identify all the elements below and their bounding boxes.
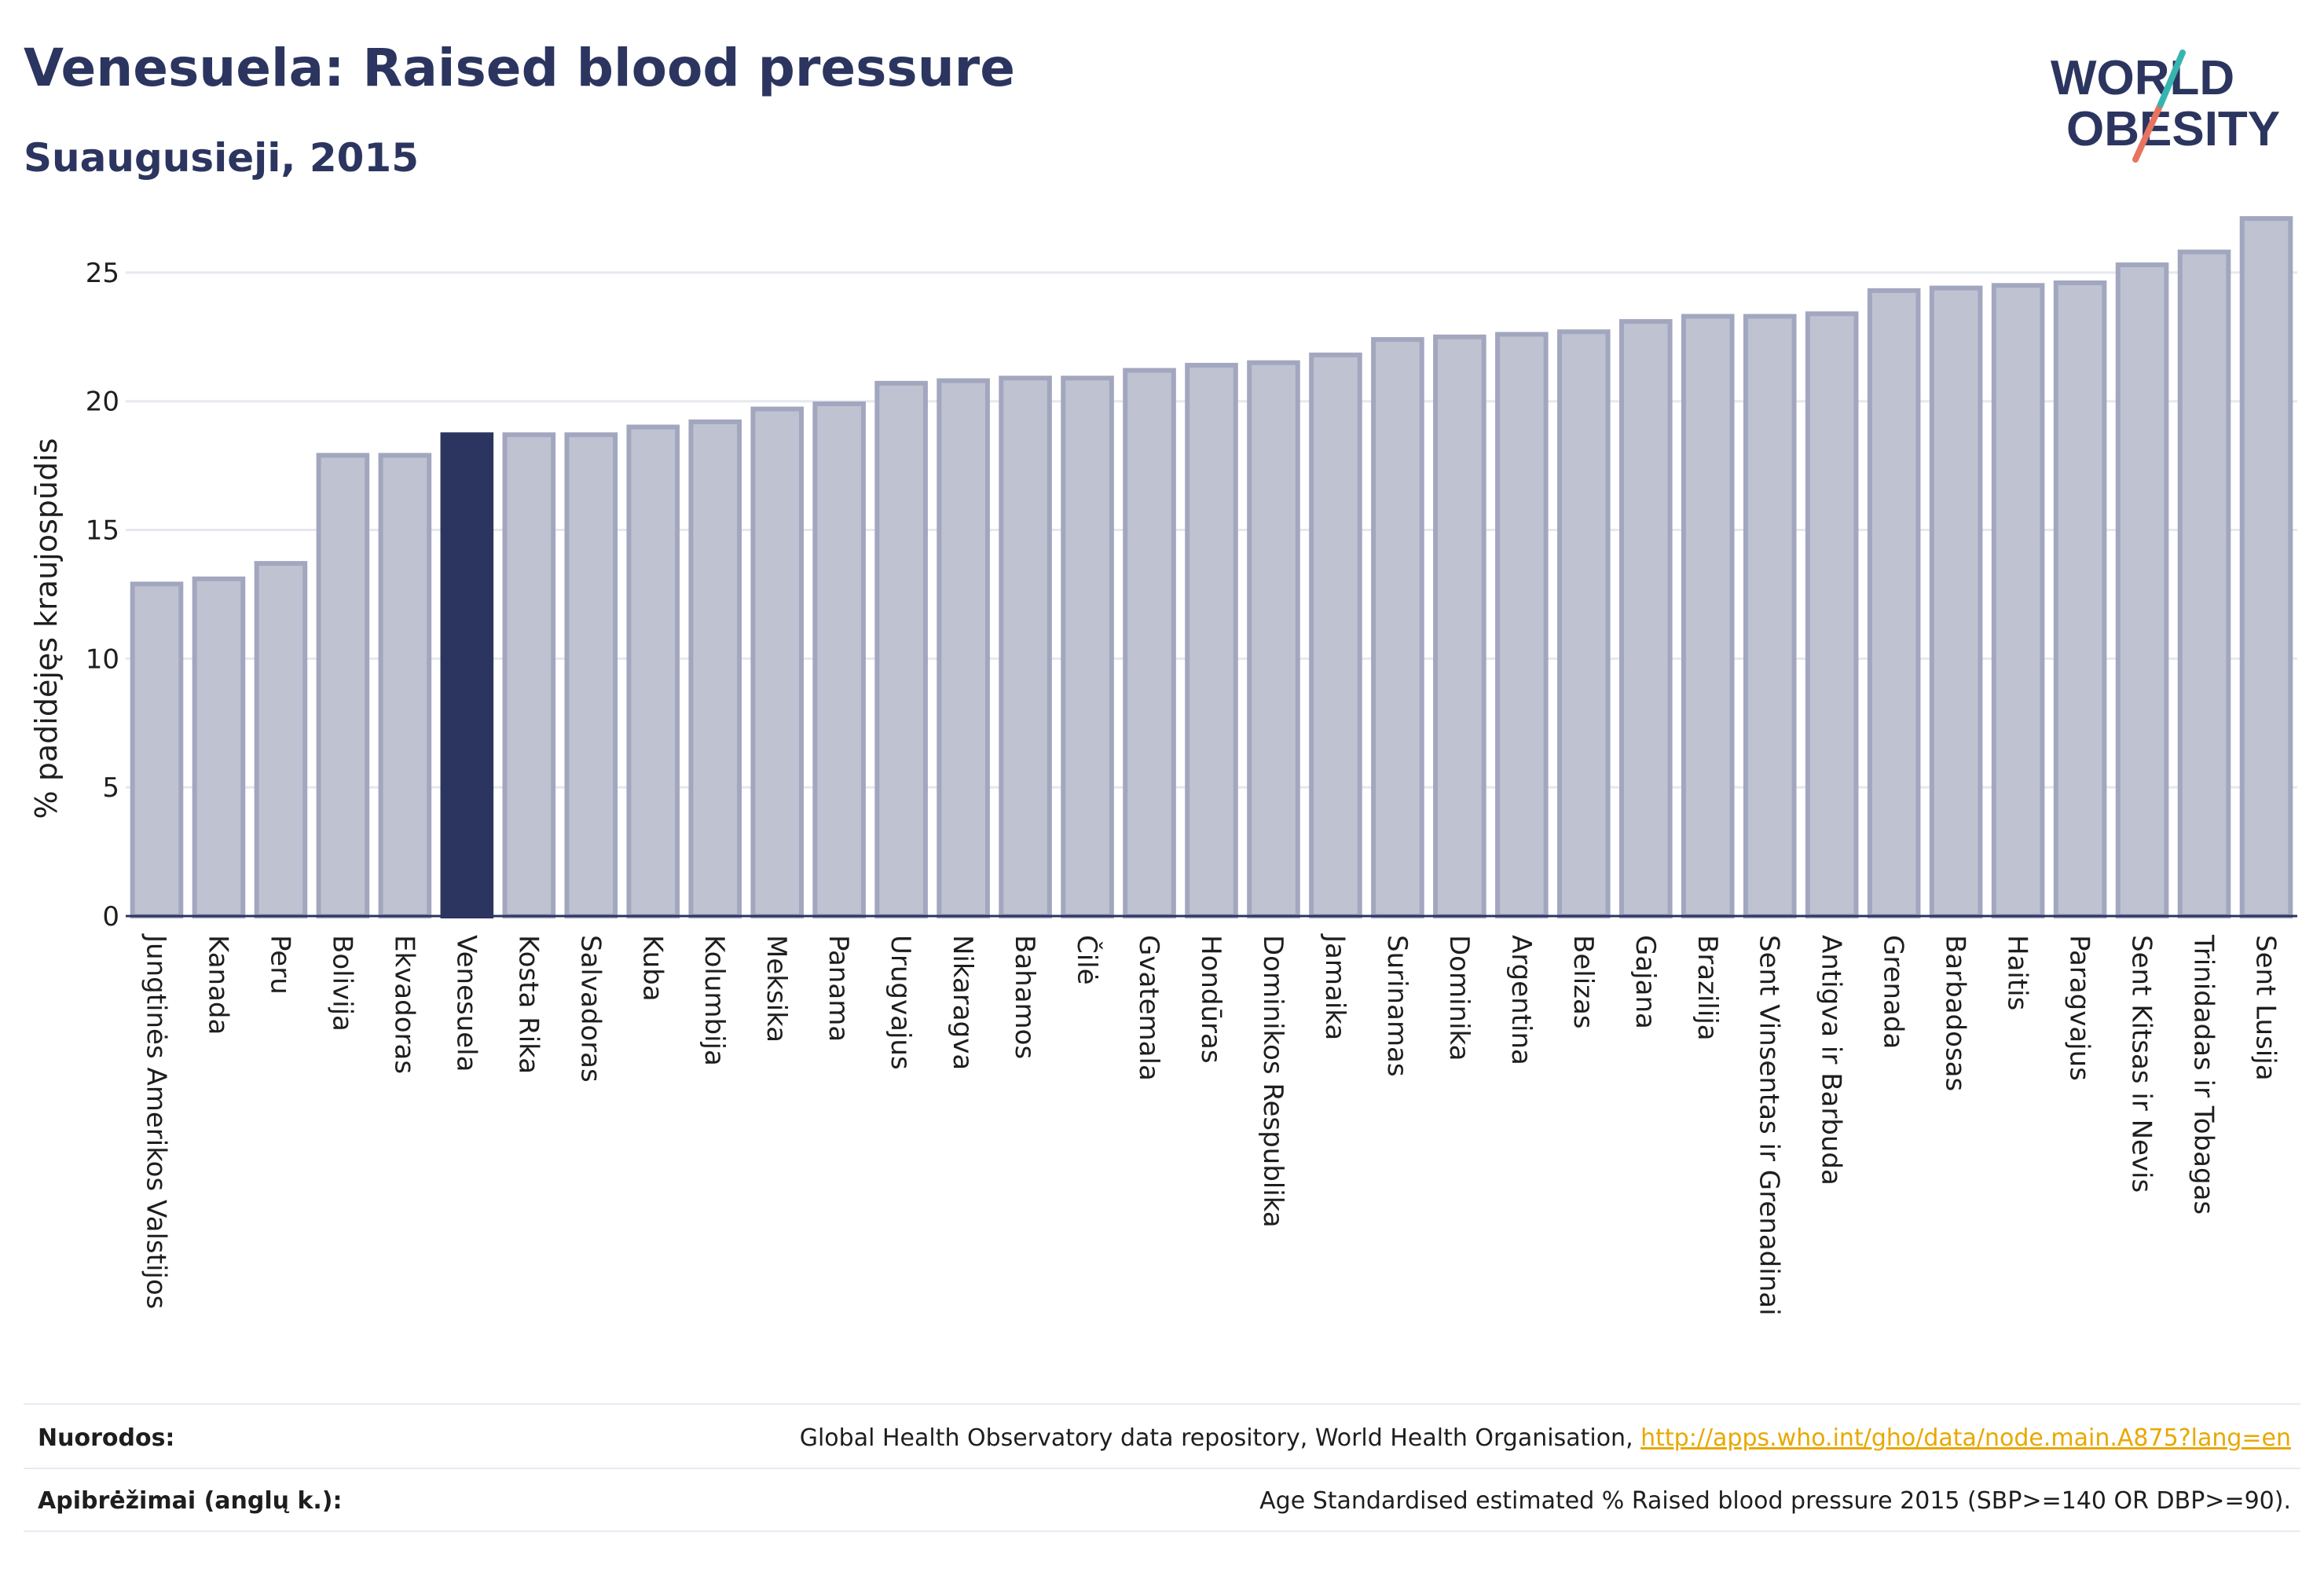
- y-tick-label: 10: [86, 643, 119, 675]
- x-tick-label: Argentina: [1505, 935, 1537, 1065]
- world-obesity-logo: WORLD OBESITY: [2051, 49, 2280, 163]
- bar: [1495, 332, 1549, 918]
- y-tick-label: 0: [102, 901, 119, 933]
- x-tick-label: Nikaragva: [947, 935, 978, 1070]
- bar: [1991, 283, 2045, 919]
- bar: [1743, 313, 1797, 918]
- bar: [130, 581, 184, 919]
- x-tick-label: Čilė: [1071, 935, 1103, 985]
- x-tick-label: Sent Lusija: [2250, 935, 2282, 1081]
- x-tick-label: Sent Vinsentas ir Grenadinai: [1754, 935, 1785, 1316]
- x-tick-label: Dominikos Respublika: [1257, 935, 1288, 1228]
- x-tick-label: Salvadoras: [574, 935, 606, 1083]
- definitions-label: Apibrėžimai (anglų k.):: [38, 1487, 343, 1515]
- bar: [1867, 288, 1921, 918]
- x-tick-label: Kuba: [636, 935, 668, 1002]
- references-label: Nuorodos:: [38, 1424, 175, 1452]
- bar: [937, 378, 990, 918]
- bar: [999, 376, 1052, 918]
- bar: [1619, 319, 1673, 919]
- x-tick-label: Dominika: [1443, 935, 1475, 1061]
- footer-divider-bottom: [24, 1530, 2300, 1532]
- bar: [192, 576, 246, 919]
- bar-highlighted: [440, 432, 494, 918]
- bar: [1681, 313, 1735, 918]
- bar: [1433, 334, 1486, 918]
- x-tick-label: Hondūras: [1195, 935, 1226, 1064]
- bar: [1123, 368, 1176, 919]
- bar: [750, 406, 804, 918]
- x-tick-label: Panama: [823, 935, 854, 1042]
- footer-divider-middle: [24, 1468, 2300, 1469]
- references-value: Global Health Observatory data repositor…: [800, 1424, 2291, 1452]
- bars-layer: [130, 216, 2293, 919]
- bar-chart: 0 5 10 15 20 25 Jungtinės Amerikos Valstijos K…: [29, 216, 2297, 1316]
- bar: [1185, 362, 1238, 919]
- page-subtitle: Suaugusieji, 2015: [24, 135, 419, 181]
- x-tick-label: Kolumbija: [698, 935, 730, 1066]
- bar: [626, 424, 680, 918]
- y-tick-labels: 0 5 10 15 20 25: [86, 258, 119, 933]
- x-tick-label: Jungtinės Amerikos Valstijos: [140, 933, 171, 1309]
- bar: [378, 453, 432, 918]
- x-tick-label: Haitis: [2002, 935, 2033, 1010]
- logo-line1: WORLD: [2051, 51, 2234, 105]
- x-tick-label: Barbadosas: [1940, 935, 1971, 1091]
- x-tick-label: Urugvajus: [885, 935, 916, 1070]
- x-tick-label: Venesuela: [450, 935, 482, 1072]
- x-tick-label: Kanada: [202, 935, 233, 1035]
- bar: [2115, 262, 2169, 918]
- x-tick-label: Belizas: [1567, 935, 1599, 1029]
- x-tick-label: Surinamas: [1381, 935, 1413, 1077]
- bar: [688, 419, 742, 918]
- bar: [1371, 337, 1424, 918]
- x-tick-label: Ekvadoras: [388, 935, 420, 1074]
- bar: [1061, 376, 1114, 918]
- logo-line2: OBESITY: [2066, 102, 2280, 156]
- bar: [2177, 249, 2231, 918]
- x-tick-label: Gvatemala: [1133, 935, 1164, 1081]
- y-tick-label: 15: [86, 515, 119, 547]
- bar: [2053, 280, 2107, 919]
- page-title: Venesuela: Raised blood pressure: [24, 38, 1015, 98]
- x-tick-label: Antigva ir Barbuda: [1816, 935, 1847, 1186]
- x-tick-label: Bahamos: [1009, 935, 1040, 1059]
- definitions-value: Age Standardised estimated % Raised bloo…: [1259, 1487, 2291, 1515]
- references-text: Global Health Observatory data repositor…: [799, 1424, 1641, 1452]
- x-tick-label: Kosta Rika: [512, 935, 544, 1074]
- references-link[interactable]: http://apps.who.int/gho/data/node.main.A…: [1640, 1424, 2291, 1452]
- bar: [1557, 329, 1611, 918]
- bar: [1929, 285, 1983, 918]
- x-tick-label: Jamaika: [1319, 933, 1351, 1040]
- x-tick-label: Gajana: [1629, 935, 1661, 1029]
- x-tick-label: Peru: [264, 935, 295, 995]
- x-tick-label: Grenada: [1878, 935, 1909, 1049]
- bar: [2239, 216, 2293, 918]
- bar: [254, 561, 308, 918]
- bar: [1805, 311, 1859, 918]
- y-tick-label: 25: [86, 258, 119, 289]
- bar: [502, 432, 556, 918]
- bar: [316, 453, 370, 918]
- x-tick-label: Brazilija: [1692, 935, 1723, 1041]
- bar: [812, 401, 866, 918]
- y-axis-label: % padidėjęs kraujospūdis: [29, 438, 64, 819]
- bar: [564, 432, 618, 918]
- x-tick-label: Paragvajus: [2064, 935, 2095, 1081]
- bar: [874, 380, 928, 918]
- bar: [1309, 352, 1362, 918]
- x-tick-label: Trinidadas ir Tobagas: [2188, 934, 2220, 1215]
- x-tick-label: Meksika: [761, 935, 792, 1043]
- x-tick-label: Bolivija: [326, 935, 357, 1032]
- bar: [1247, 360, 1300, 918]
- y-tick-label: 20: [86, 387, 119, 418]
- footer-divider-top: [24, 1403, 2300, 1405]
- x-tick-label: Sent Kitsas ir Nevis: [2126, 935, 2157, 1193]
- x-tick-labels: Jungtinės Amerikos Valstijos Kanada Peru Bo…: [140, 933, 2281, 1316]
- y-tick-label: 5: [102, 772, 119, 804]
